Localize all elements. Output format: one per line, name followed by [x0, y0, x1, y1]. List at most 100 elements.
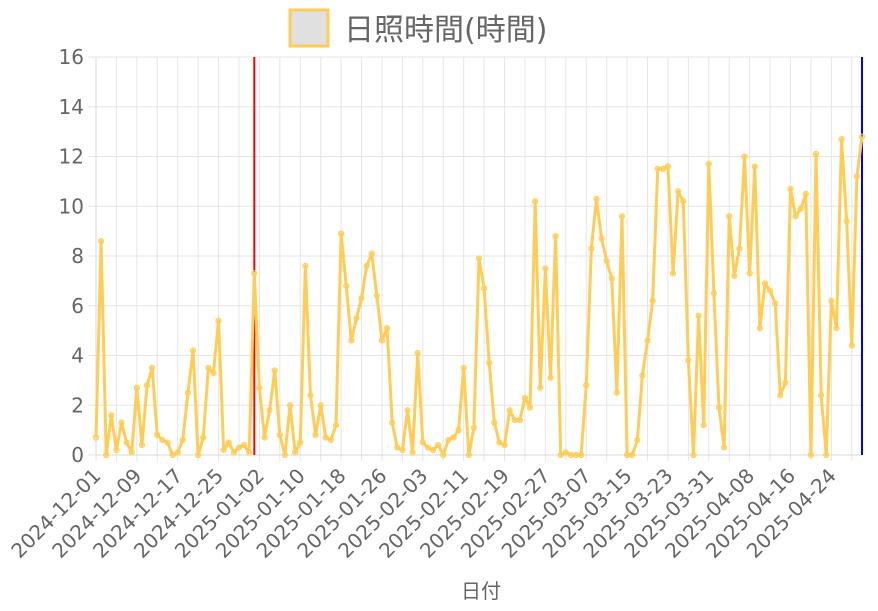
data-point[interactable] — [389, 419, 396, 426]
data-point[interactable] — [526, 404, 534, 411]
data-point[interactable] — [521, 394, 529, 401]
data-point[interactable] — [307, 392, 314, 399]
data-point[interactable] — [297, 439, 304, 446]
data-point[interactable] — [174, 449, 181, 456]
data-point[interactable] — [843, 218, 850, 225]
data-point[interactable] — [838, 135, 845, 143]
data-point[interactable] — [138, 441, 146, 449]
data-point[interactable] — [787, 185, 794, 192]
data-point[interactable] — [348, 337, 355, 344]
data-point[interactable] — [593, 195, 600, 202]
data-point[interactable] — [292, 449, 299, 456]
data-point[interactable] — [685, 357, 692, 364]
data-point[interactable] — [246, 449, 253, 456]
data-point[interactable] — [700, 422, 707, 429]
data-point[interactable] — [828, 297, 835, 304]
data-point[interactable] — [338, 230, 345, 237]
legend-swatch[interactable] — [288, 8, 330, 48]
data-point[interactable] — [470, 424, 477, 431]
data-point[interactable] — [659, 165, 666, 173]
data-point[interactable] — [149, 364, 156, 372]
data-point[interactable] — [399, 446, 406, 454]
data-point[interactable] — [802, 190, 809, 197]
data-point[interactable] — [598, 235, 605, 242]
data-point[interactable] — [429, 446, 437, 454]
data-point[interactable] — [327, 436, 335, 444]
data-point[interactable] — [368, 250, 375, 257]
data-point[interactable] — [618, 213, 626, 220]
data-point[interactable] — [766, 287, 774, 294]
data-point[interactable] — [639, 372, 646, 379]
data-point[interactable] — [848, 342, 855, 349]
data-point[interactable] — [537, 384, 544, 391]
data-point[interactable] — [552, 233, 559, 240]
data-point[interactable] — [465, 451, 472, 459]
data-point[interactable] — [746, 270, 753, 277]
data-point[interactable] — [777, 392, 784, 399]
data-point[interactable] — [578, 451, 585, 459]
data-point[interactable] — [475, 255, 483, 262]
data-point[interactable] — [195, 451, 202, 459]
data-point[interactable] — [103, 451, 110, 459]
data-point[interactable] — [721, 444, 728, 451]
data-point[interactable] — [818, 392, 825, 399]
data-point[interactable] — [588, 245, 595, 252]
data-point[interactable] — [726, 213, 733, 220]
data-point[interactable] — [302, 262, 309, 270]
data-point[interactable] — [460, 364, 467, 372]
data-point[interactable] — [281, 451, 289, 459]
data-point[interactable] — [143, 382, 151, 389]
data-point[interactable] — [623, 451, 631, 459]
data-point[interactable] — [128, 449, 135, 456]
data-point[interactable] — [164, 439, 171, 446]
data-point[interactable] — [220, 446, 227, 454]
data-point[interactable] — [251, 270, 258, 277]
data-point[interactable] — [159, 436, 166, 444]
data-point[interactable] — [782, 379, 789, 386]
data-point[interactable] — [496, 439, 503, 446]
data-point[interactable] — [230, 449, 237, 456]
data-point[interactable] — [634, 436, 641, 444]
data-point[interactable] — [807, 451, 815, 459]
data-point[interactable] — [113, 446, 120, 454]
data-point[interactable] — [675, 188, 682, 195]
data-point[interactable] — [654, 165, 661, 173]
data-point[interactable] — [450, 434, 457, 441]
data-point[interactable] — [108, 412, 115, 419]
data-point[interactable] — [506, 407, 513, 414]
data-point[interactable] — [225, 439, 232, 446]
data-point[interactable] — [373, 292, 380, 299]
data-point[interactable] — [486, 359, 493, 367]
data-point[interactable] — [532, 198, 539, 205]
data-point[interactable] — [118, 419, 125, 426]
data-point[interactable] — [669, 270, 677, 277]
data-point[interactable] — [332, 422, 340, 429]
data-point[interactable] — [511, 417, 518, 424]
data-point[interactable] — [649, 297, 656, 304]
data-point[interactable] — [404, 407, 411, 414]
data-point[interactable] — [215, 317, 222, 324]
data-point[interactable] — [256, 384, 263, 391]
data-point[interactable] — [123, 439, 130, 446]
data-point[interactable] — [481, 285, 488, 292]
data-point[interactable] — [353, 315, 360, 322]
data-point[interactable] — [705, 160, 712, 168]
data-point[interactable] — [358, 295, 365, 302]
data-point[interactable] — [312, 432, 319, 439]
data-point[interactable] — [322, 434, 329, 441]
data-point[interactable] — [853, 173, 860, 180]
data-point[interactable] — [200, 434, 207, 441]
data-point[interactable] — [792, 213, 799, 220]
data-point[interactable] — [383, 325, 391, 332]
data-point[interactable] — [858, 133, 866, 140]
data-point[interactable] — [271, 367, 278, 374]
data-point[interactable] — [680, 198, 687, 205]
data-point[interactable] — [603, 257, 610, 265]
data-point[interactable] — [378, 337, 386, 344]
data-point[interactable] — [664, 163, 672, 170]
data-point[interactable] — [205, 364, 212, 372]
data-point[interactable] — [608, 275, 615, 282]
data-point[interactable] — [756, 325, 763, 332]
data-point[interactable] — [761, 280, 769, 287]
data-point[interactable] — [695, 312, 702, 319]
